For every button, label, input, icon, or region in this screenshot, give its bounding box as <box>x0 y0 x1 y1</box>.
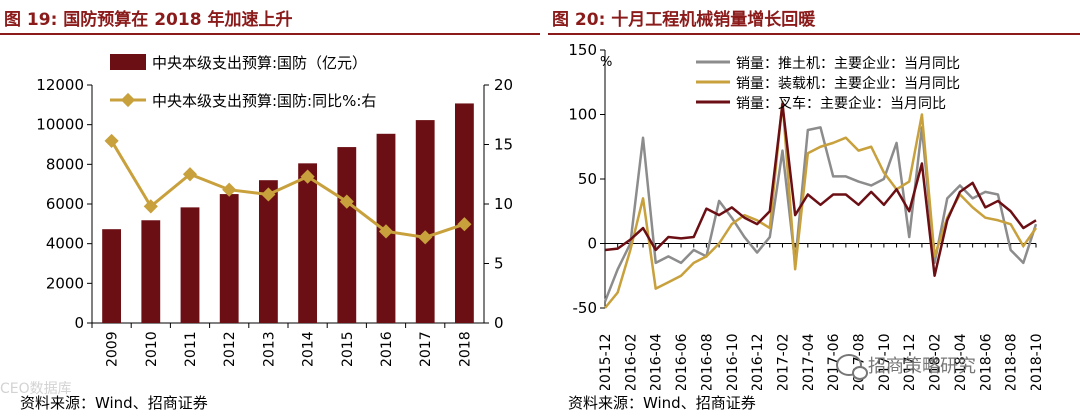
y-left-tick-label: 6000 <box>46 195 84 213</box>
bar-2010 <box>141 220 161 323</box>
series-line-2 <box>604 100 1038 309</box>
growth-point-2016 <box>378 224 394 239</box>
y-right-tick-label: 5 <box>494 255 504 273</box>
x-tick-label: 2017-04 <box>801 333 817 390</box>
figure-20-panel: 图 20: 十月工程机械销量增长回暖 -50 0 50 100 150% 2015-12 2… <box>548 0 1080 418</box>
x-tick-label: 2015 <box>340 331 356 367</box>
legend-line-marker <box>120 92 136 108</box>
y-left-tick-label: 8000 <box>46 155 84 173</box>
wechat-icon <box>836 354 868 380</box>
bar-2014 <box>298 163 318 323</box>
x-tick-label: 2016-06 <box>674 333 690 390</box>
figure-19-title: 图 19: 国防预算在 2018 年加速上升 <box>4 10 293 30</box>
bar-2018 <box>454 103 474 323</box>
x-tick-label: 2018-08 <box>1004 333 1020 390</box>
x-tick-label: 2018-02 <box>928 334 944 391</box>
x-tick-label: 2016-02 <box>623 334 639 391</box>
growth-point-2018 <box>457 217 472 232</box>
y-right-tick-label: 0 <box>494 314 504 332</box>
x-tick-label: 2018 <box>457 331 473 367</box>
y-tick-label: 100 <box>568 106 597 124</box>
figure-20-title: 图 20: 十月工程机械销量增长回暖 <box>552 10 816 30</box>
x-tick-label: 2010 <box>144 331 160 367</box>
y-unit-label: % <box>600 55 612 70</box>
x-tick-label: 2009 <box>105 331 121 367</box>
watermark-cms-strategy: 招商策略研究 <box>836 352 976 380</box>
x-tick-label: 2017-06 <box>826 333 842 390</box>
defense-budget-chart: 0 2000 4000 6000 8000 10000 12000 0 5 10 15 20 2009 2… <box>36 54 513 367</box>
figure-20-source: 资料来源：Wind、招商证券 <box>568 394 756 412</box>
y-tick-label: 150 <box>568 41 597 59</box>
series-line-1 <box>603 126 1038 303</box>
x-tick-label: 2014 <box>301 331 317 367</box>
legend-bar-swatch <box>110 54 146 70</box>
x-tick-label: 2013 <box>261 331 277 367</box>
series-line-3 <box>604 102 1037 277</box>
y-tick-label: 50 <box>578 170 597 188</box>
growth-point-2017 <box>418 230 433 245</box>
x-tick-label: 2016 <box>379 331 395 367</box>
bar-2017 <box>415 120 435 323</box>
y-left-tick-label: 4000 <box>46 235 84 253</box>
watermark-ceo: CEO数据库 <box>0 381 72 397</box>
x-tick-label: 2016-10 <box>725 334 741 391</box>
x-tick-label: 2015-12 <box>598 334 614 391</box>
y-left-tick-label: 0 <box>74 314 84 332</box>
x-tick-label: 2018-10 <box>1029 334 1045 391</box>
figure-19-source: 资料来源：Wind、招商证券 <box>20 394 208 412</box>
x-tick-label: 2018-04 <box>953 333 969 390</box>
legend-line-label: 中央本级支出预算:国防:同比%:右 <box>152 92 376 110</box>
x-tick-label: 2016-08 <box>699 334 715 391</box>
figure-19-title-rule <box>0 33 540 35</box>
x-tick-label: 2012 <box>222 331 238 367</box>
legend-bar-label: 中央本级支出预算:国防（亿元） <box>152 54 367 72</box>
bar-2013 <box>258 180 278 323</box>
growth-point-2013 <box>261 187 276 202</box>
x-tick-label: 2017-12 <box>902 334 918 391</box>
machinery-sales-chart: -50 0 50 100 150% 2015-12 2016-02 2016-04 2016-0… <box>568 41 1045 391</box>
x-tick-label: 2017-10 <box>877 334 893 391</box>
growth-line <box>110 140 465 239</box>
legend-label-2: 销量：装载机：主要企业：当月同比 <box>736 75 960 92</box>
y-left-tick-label: 12000 <box>36 76 84 94</box>
figure-19-panel: 图 19: 国防预算在 2018 年加速上升 0 2000 4000 6000 8000… <box>0 10 540 412</box>
growth-point-2015 <box>339 194 354 209</box>
growth-point-2009 <box>104 133 119 149</box>
watermark-text: 招商策略研究 <box>868 356 976 377</box>
growth-point-2010 <box>143 199 158 214</box>
x-tick-label: 2018-06 <box>978 333 994 390</box>
y-right-tick-label: 20 <box>494 76 513 94</box>
x-tick-label: 2016-04 <box>649 333 665 390</box>
x-tick-label: 2016-12 <box>750 334 766 391</box>
legend-label-1: 销量：推土机：主要企业：当月同比 <box>736 55 960 72</box>
bar-2009 <box>102 229 122 323</box>
y-right-tick-label: 10 <box>494 195 513 213</box>
x-tick-label: 2017 <box>418 331 434 367</box>
figure-20-title-rule <box>548 33 1080 35</box>
y-left-tick-label: 2000 <box>46 274 84 292</box>
y-right-tick-label: 15 <box>494 136 513 154</box>
x-tick-label: 2017-02 <box>775 334 791 391</box>
growth-point-2011 <box>182 167 198 182</box>
y-left-tick-label: 10000 <box>36 116 84 134</box>
growth-point-2012 <box>222 182 237 197</box>
y-tick-label: -50 <box>573 299 598 317</box>
bar-2015 <box>337 147 357 323</box>
y-tick-label: 0 <box>587 235 597 253</box>
bar-2011 <box>180 207 200 323</box>
growth-point-2014 <box>300 169 315 184</box>
x-tick-label: 2011 <box>183 331 199 367</box>
bar-2012 <box>219 194 239 323</box>
legend-label-3: 销量：叉车：主要企业：当月同比 <box>736 95 946 112</box>
